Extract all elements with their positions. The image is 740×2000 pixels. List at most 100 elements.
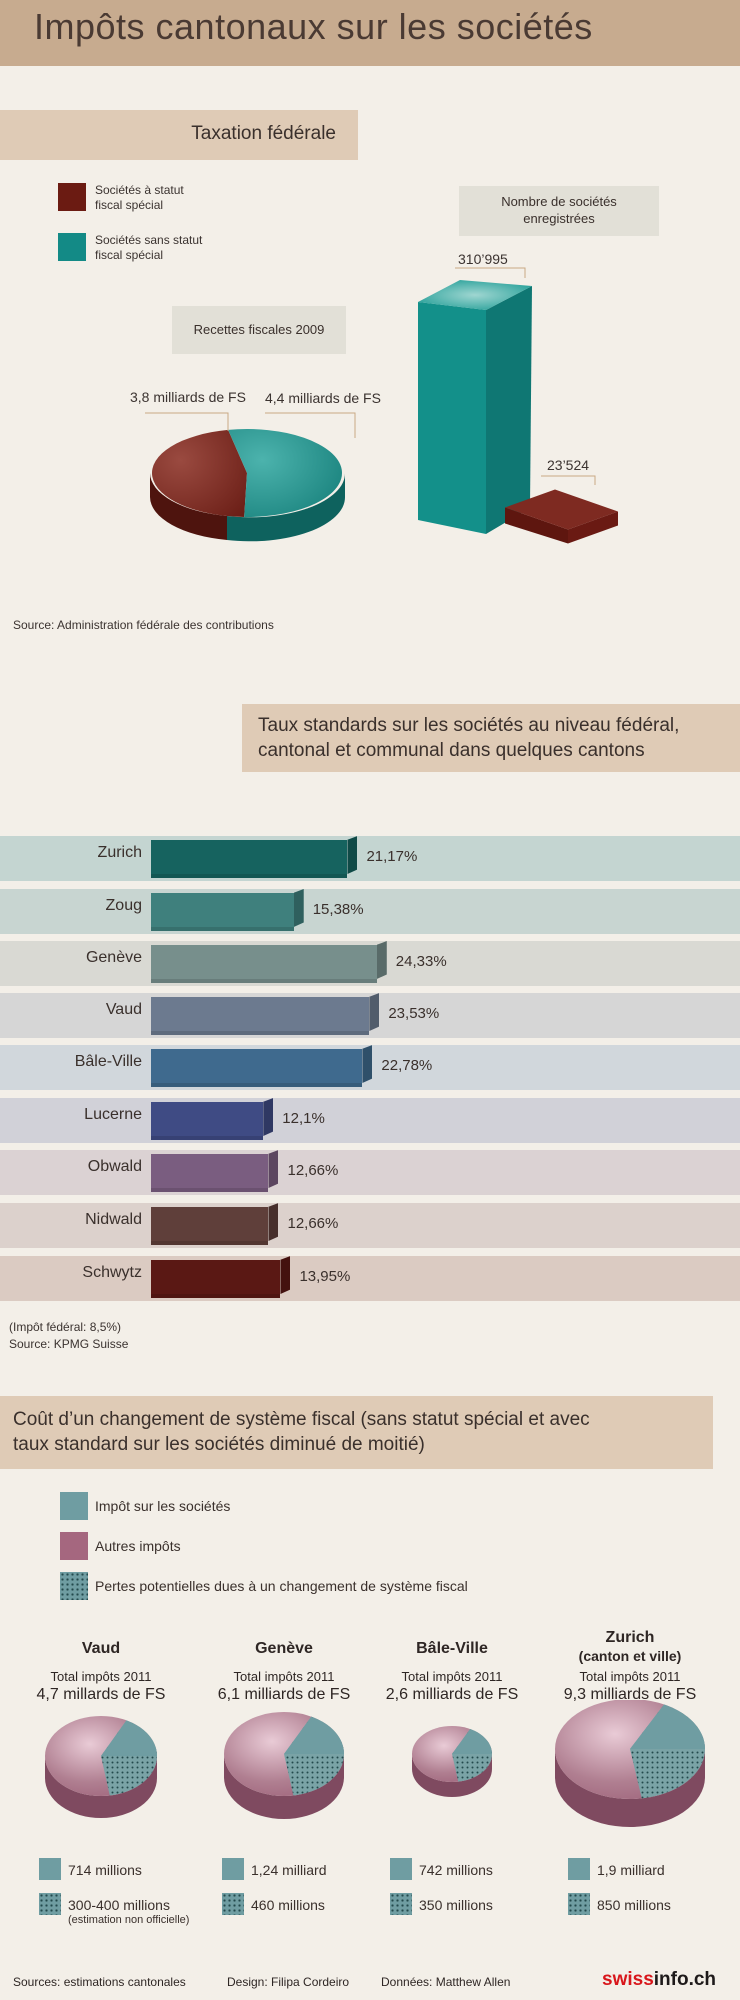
title-bar: Impôts cantonaux sur les sociétés [0, 0, 740, 66]
rate-value-label: 13,95% [299, 1268, 351, 1285]
rate-row: Obwald 12,66% [0, 1150, 740, 1195]
canton-pie [224, 1712, 345, 1819]
rate-value-label: 12,66% [287, 1162, 339, 1179]
bar-nonspecial-side [486, 286, 532, 534]
canton-total-value: 4,7 millards de FS [36, 1686, 166, 1703]
rate-bar [151, 840, 348, 878]
rate-row: Genève 24,33% [0, 941, 740, 986]
canton-pie-impot [630, 1704, 705, 1749]
canton-name: Bâle-Ville [416, 1640, 488, 1657]
pie-side-nonspecial [227, 473, 346, 542]
bar-title-line1: Nombre de sociétés [501, 194, 617, 209]
canton-pie-impot [452, 1729, 492, 1754]
canton-name: Genève [255, 1640, 313, 1657]
rate-bar-side [263, 1098, 274, 1136]
rate-row: Zoug 15,38% [0, 889, 740, 934]
rate-category-label: Schwytz [82, 1264, 142, 1281]
bar-leader-special [541, 475, 596, 485]
rate-value-label: 24,33% [395, 953, 447, 970]
canton-impot-value: 714 millions [68, 1862, 142, 1878]
canton-pie [412, 1726, 493, 1797]
canton-pie-side [412, 1754, 492, 1797]
rate-bar-side [268, 1203, 279, 1241]
rate-bar-side [293, 889, 304, 927]
canton-pertes-swatch [568, 1893, 590, 1915]
canton-pertes-value: 350 millions [419, 1897, 493, 1913]
rate-category-label: Obwald [87, 1158, 142, 1175]
canton-impot-swatch [222, 1858, 244, 1880]
legend-special-line1: Sociétés à statut [95, 183, 184, 197]
legend-impot-label: Impôt sur les sociétés [95, 1498, 231, 1514]
canton-pie-side [555, 1749, 705, 1827]
canton-pie [555, 1700, 706, 1827]
bar-leader-nonspecial [455, 267, 526, 278]
canton-impot-swatch [390, 1858, 412, 1880]
logo-swiss: swiss [602, 1969, 654, 1990]
rate-value-label: 22,78% [381, 1057, 433, 1074]
legend-special-line2: fiscal spécial [95, 198, 164, 212]
canton-pie-impot [284, 1716, 344, 1754]
legend-nonspecial-label: Sociétés sans statut fiscal spécial [95, 233, 202, 263]
rate-bar [151, 997, 370, 1035]
pie-title-box: Recettes fiscales 2009 [172, 306, 346, 354]
rate-bar [151, 1049, 363, 1087]
bar-special-side [568, 511, 618, 544]
canton-impot-value: 1,9 milliard [597, 1862, 665, 1878]
canton-pie [45, 1716, 157, 1818]
rate-bar [151, 1207, 269, 1245]
canton-pertes-value: 300-400 millions [68, 1897, 170, 1913]
rate-row: Schwytz 13,95% [0, 1256, 740, 1301]
footer-design: Design: Filipa Cordeiro [227, 1975, 350, 1989]
pie-label-special: 3,8 milliards de FS [130, 389, 246, 405]
federal-charts [145, 267, 618, 544]
pie-side-special [150, 473, 227, 540]
rate-category-label: Lucerne [84, 1106, 142, 1123]
canton-total-value: 2,6 milliards de FS [385, 1686, 519, 1703]
section1-header-text: Taxation fédérale [191, 123, 336, 144]
rate-category-label: Vaud [105, 1001, 142, 1018]
legend-autres-swatch [60, 1532, 88, 1560]
rate-bar-side [362, 1045, 373, 1083]
rate-value-label: 12,66% [287, 1215, 339, 1232]
rate-value-label: 12,1% [282, 1110, 325, 1127]
canton-total-label: Total impôts 2011 [233, 1669, 335, 1684]
section3-header-line1: Coût d’un changement de système fiscal (… [13, 1409, 590, 1430]
source-federal: Source: Administration fédérale des cont… [13, 618, 274, 632]
legend-autres-label: Autres impôts [95, 1538, 181, 1554]
rate-value-label: 15,38% [312, 901, 364, 918]
section2-header-line2: cantonal et communal dans quelques canto… [258, 740, 645, 761]
rate-value-label: 21,17% [366, 848, 418, 865]
canton-total-label: Total impôts 2011 [50, 1669, 152, 1684]
rate-bar-side [347, 836, 358, 874]
federal-tax-note: (Impôt fédéral: 8,5%) [9, 1320, 122, 1334]
footer-sources: Sources: estimations cantonales [13, 1975, 186, 1989]
canton-total-label: Total impôts 2011 [579, 1669, 681, 1684]
canton-pertes-swatch [222, 1893, 244, 1915]
bar-special-front [505, 507, 568, 544]
bar-nonspecial [418, 280, 532, 534]
rate-row: Zurich 21,17% [0, 836, 740, 881]
pie-slice-nonspecial [228, 429, 343, 517]
canton-total-label: Total impôts 2011 [401, 1669, 503, 1684]
section2-header: Taux standards sur les sociétés au nivea… [242, 704, 740, 772]
canton-pertes-swatch [39, 1893, 61, 1915]
rate-row: Nidwald 12,66% [0, 1203, 740, 1248]
pie-leader-special [145, 412, 229, 431]
canton-total-value: 9,3 milliards de FS [563, 1686, 697, 1703]
canton-impot-value: 1,24 milliard [251, 1862, 327, 1878]
legend-nonspecial-line1: Sociétés sans statut [95, 233, 203, 247]
canton-pies [45, 1700, 706, 1827]
canton-pertes-value: 460 millions [251, 1897, 325, 1913]
canton-pie-side [224, 1754, 344, 1819]
legend-pertes-swatch [60, 1572, 88, 1600]
bar-special-top [505, 489, 618, 530]
bar-nonspecial-top [418, 280, 532, 310]
canton-pie-impot [101, 1720, 157, 1756]
rate-bar-side [369, 993, 380, 1031]
rate-category-label: Zoug [105, 897, 142, 914]
section3-header: Coût d’un changement de système fiscal (… [0, 1396, 713, 1469]
swissinfo-logo[interactable]: swissinfo.ch [602, 1969, 716, 1991]
canton-impot-swatch [568, 1858, 590, 1880]
rate-category-label: Zurich [97, 844, 142, 861]
bar-title-box: Nombre de sociétés enregistrées [459, 186, 659, 236]
